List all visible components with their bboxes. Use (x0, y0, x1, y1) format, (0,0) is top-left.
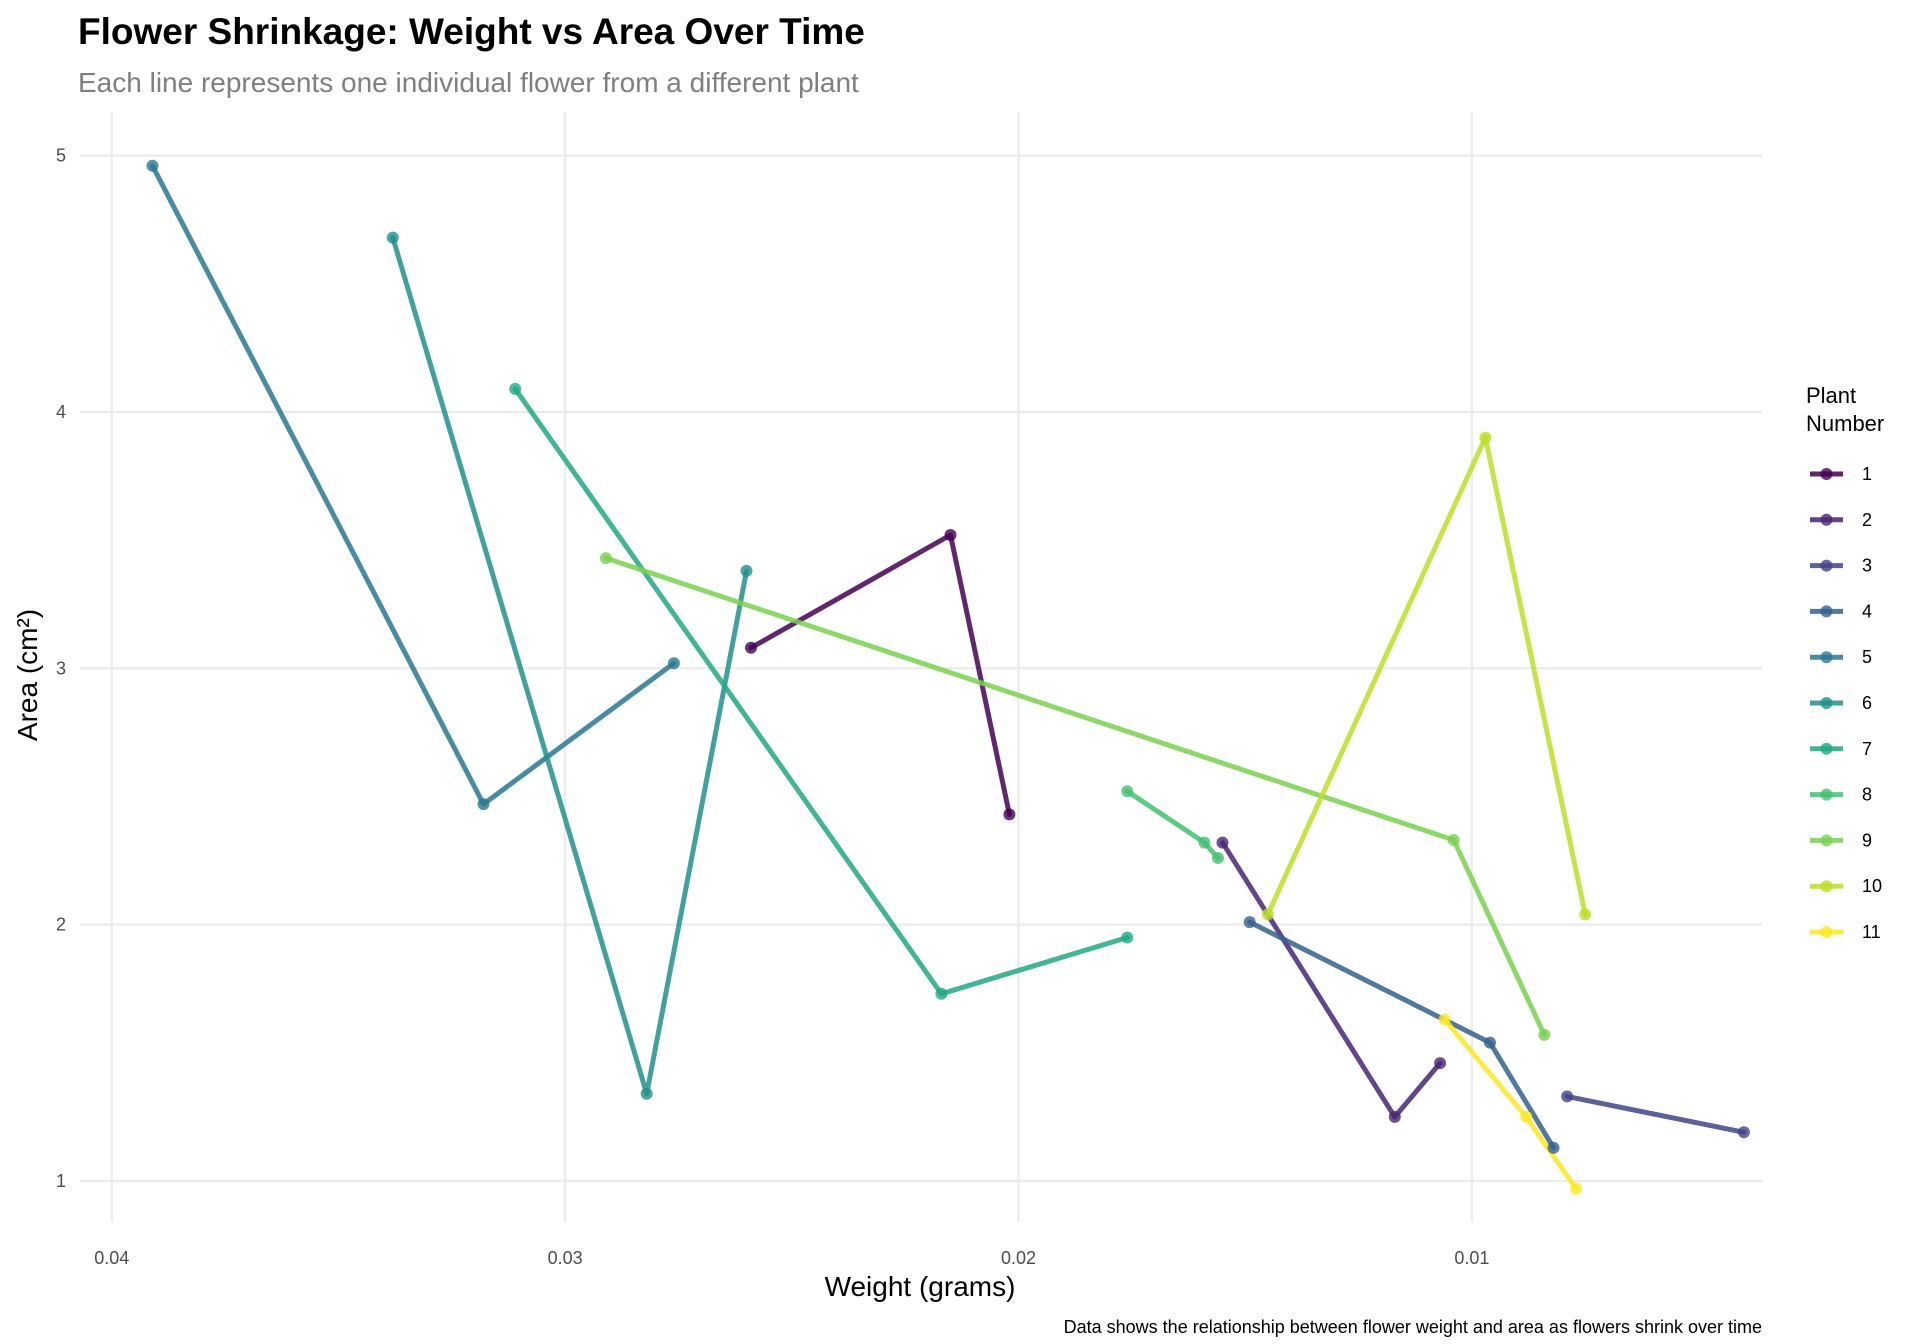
data-point-plant-9 (599, 552, 612, 565)
legend-label: 11 (1862, 922, 1881, 942)
data-point-plant-9 (1447, 834, 1460, 846)
series-points (146, 159, 1750, 1195)
legend-label: 1 (1862, 464, 1872, 484)
legend-label: 4 (1862, 601, 1872, 621)
legend-items: 1 2 3 4 5 6 7 8 9 10 11 (1810, 464, 1882, 942)
data-point-plant-7 (509, 382, 522, 395)
y-tick-label: 3 (56, 658, 66, 678)
legend-label: 8 (1862, 785, 1872, 805)
legend-key-point (1820, 651, 1833, 664)
legend-title: Plant Number (1806, 383, 1884, 436)
legend-label: 7 (1862, 739, 1872, 759)
x-axis-ticks: 0.04 0.03 0.02 0.01 (94, 1248, 1489, 1268)
data-point-plant-5 (146, 159, 159, 172)
series-line-plant-1 (748, 532, 1012, 817)
y-tick-label: 4 (56, 402, 66, 422)
series-line-plant-6 (390, 235, 749, 1097)
series-line-plant-7 (512, 386, 1130, 997)
x-tick-label: 0.04 (94, 1248, 129, 1268)
legend-label: 9 (1862, 830, 1872, 850)
data-point-plant-1 (745, 641, 757, 654)
data-point-plant-3 (1561, 1090, 1574, 1103)
x-tick-label: 0.02 (1001, 1248, 1036, 1268)
series-lines (150, 163, 1747, 1192)
gridlines (80, 112, 1762, 1222)
data-point-plant-7 (935, 987, 948, 1000)
legend-item-plant-4: 4 (1810, 601, 1872, 621)
legend-key-point (1820, 513, 1833, 526)
legend-item-plant-9: 9 (1810, 830, 1872, 850)
data-point-plant-5 (477, 798, 490, 811)
data-point-plant-1 (1003, 808, 1016, 821)
legend-item-plant-5: 5 (1810, 647, 1872, 667)
legend-item-plant-3: 3 (1810, 556, 1872, 576)
data-point-plant-10 (1479, 431, 1492, 444)
data-point-plant-3 (1737, 1126, 1750, 1139)
legend-key-point (1820, 742, 1833, 755)
series-line-plant-11 (1442, 1017, 1579, 1192)
data-point-plant-4 (1243, 916, 1256, 929)
series-line-plant-5 (150, 163, 677, 807)
legend-label: 2 (1862, 510, 1872, 530)
data-point-plant-6 (640, 1087, 653, 1100)
data-point-plant-2 (1216, 836, 1229, 849)
legend-title-line-2: Number (1806, 411, 1884, 436)
data-point-plant-4 (1547, 1141, 1560, 1154)
legend-key-point (1820, 926, 1833, 938)
data-point-plant-6 (386, 231, 399, 244)
legend-key-point (1820, 559, 1833, 572)
data-point-plant-6 (740, 564, 753, 577)
data-point-plant-11 (1438, 1013, 1451, 1026)
legend-item-plant-2: 2 (1810, 510, 1872, 530)
legend-title-line-1: Plant (1806, 383, 1856, 408)
legend-item-plant-1: 1 (1810, 464, 1872, 484)
data-point-plant-1 (944, 529, 957, 541)
chart-title: Flower Shrinkage: Weight vs Area Over Ti… (78, 11, 865, 52)
y-tick-label: 1 (56, 1171, 66, 1191)
legend-key-point (1820, 605, 1833, 618)
legend-item-plant-10: 10 (1810, 876, 1882, 896)
series-line-plant-9 (603, 555, 1547, 1038)
series-line-plant-10 (1265, 435, 1588, 917)
y-tick-label: 5 (56, 146, 66, 166)
legend-label: 10 (1862, 876, 1882, 896)
legend-label: 3 (1862, 556, 1872, 576)
legend-label: 5 (1862, 647, 1872, 667)
legend-item-plant-11: 11 (1810, 922, 1881, 942)
data-point-plant-7 (1121, 931, 1134, 944)
data-point-plant-8 (1212, 852, 1224, 864)
series-line-plant-2 (1220, 840, 1443, 1120)
legend-key-point (1820, 468, 1833, 480)
data-point-plant-11 (1520, 1110, 1533, 1123)
legend-key-point (1820, 834, 1833, 847)
chart-subtitle: Each line represents one individual flow… (78, 67, 859, 98)
x-tick-label: 0.03 (548, 1248, 583, 1268)
series-line-plant-3 (1564, 1093, 1747, 1135)
data-point-plant-11 (1570, 1182, 1583, 1195)
legend-key-point (1820, 788, 1833, 801)
y-tick-label: 2 (56, 915, 66, 935)
legend-key-point (1820, 697, 1833, 709)
legend-item-plant-6: 6 (1810, 693, 1872, 713)
legend-item-plant-7: 7 (1810, 739, 1872, 759)
legend-label: 6 (1862, 693, 1872, 713)
x-axis-title: Weight (grams) (825, 1271, 1016, 1302)
data-point-plant-8 (1198, 836, 1211, 849)
data-point-plant-4 (1484, 1036, 1496, 1049)
legend-item-plant-8: 8 (1810, 785, 1872, 805)
data-point-plant-2 (1434, 1057, 1447, 1070)
legend: Plant Number 1 2 3 4 5 6 7 8 9 10 11 (1806, 383, 1884, 942)
data-point-plant-10 (1261, 908, 1274, 921)
data-point-plant-2 (1388, 1110, 1401, 1123)
data-point-plant-8 (1121, 785, 1134, 798)
data-point-plant-9 (1538, 1028, 1551, 1041)
y-axis-ticks: 1 2 3 4 5 (56, 146, 66, 1191)
data-point-plant-10 (1579, 908, 1592, 921)
data-point-plant-5 (667, 657, 680, 670)
y-axis-title: Area (cm²) (12, 609, 43, 741)
chart-caption: Data shows the relationship between flow… (1064, 1317, 1762, 1337)
x-tick-label: 0.01 (1454, 1248, 1489, 1268)
legend-key-point (1820, 880, 1833, 893)
